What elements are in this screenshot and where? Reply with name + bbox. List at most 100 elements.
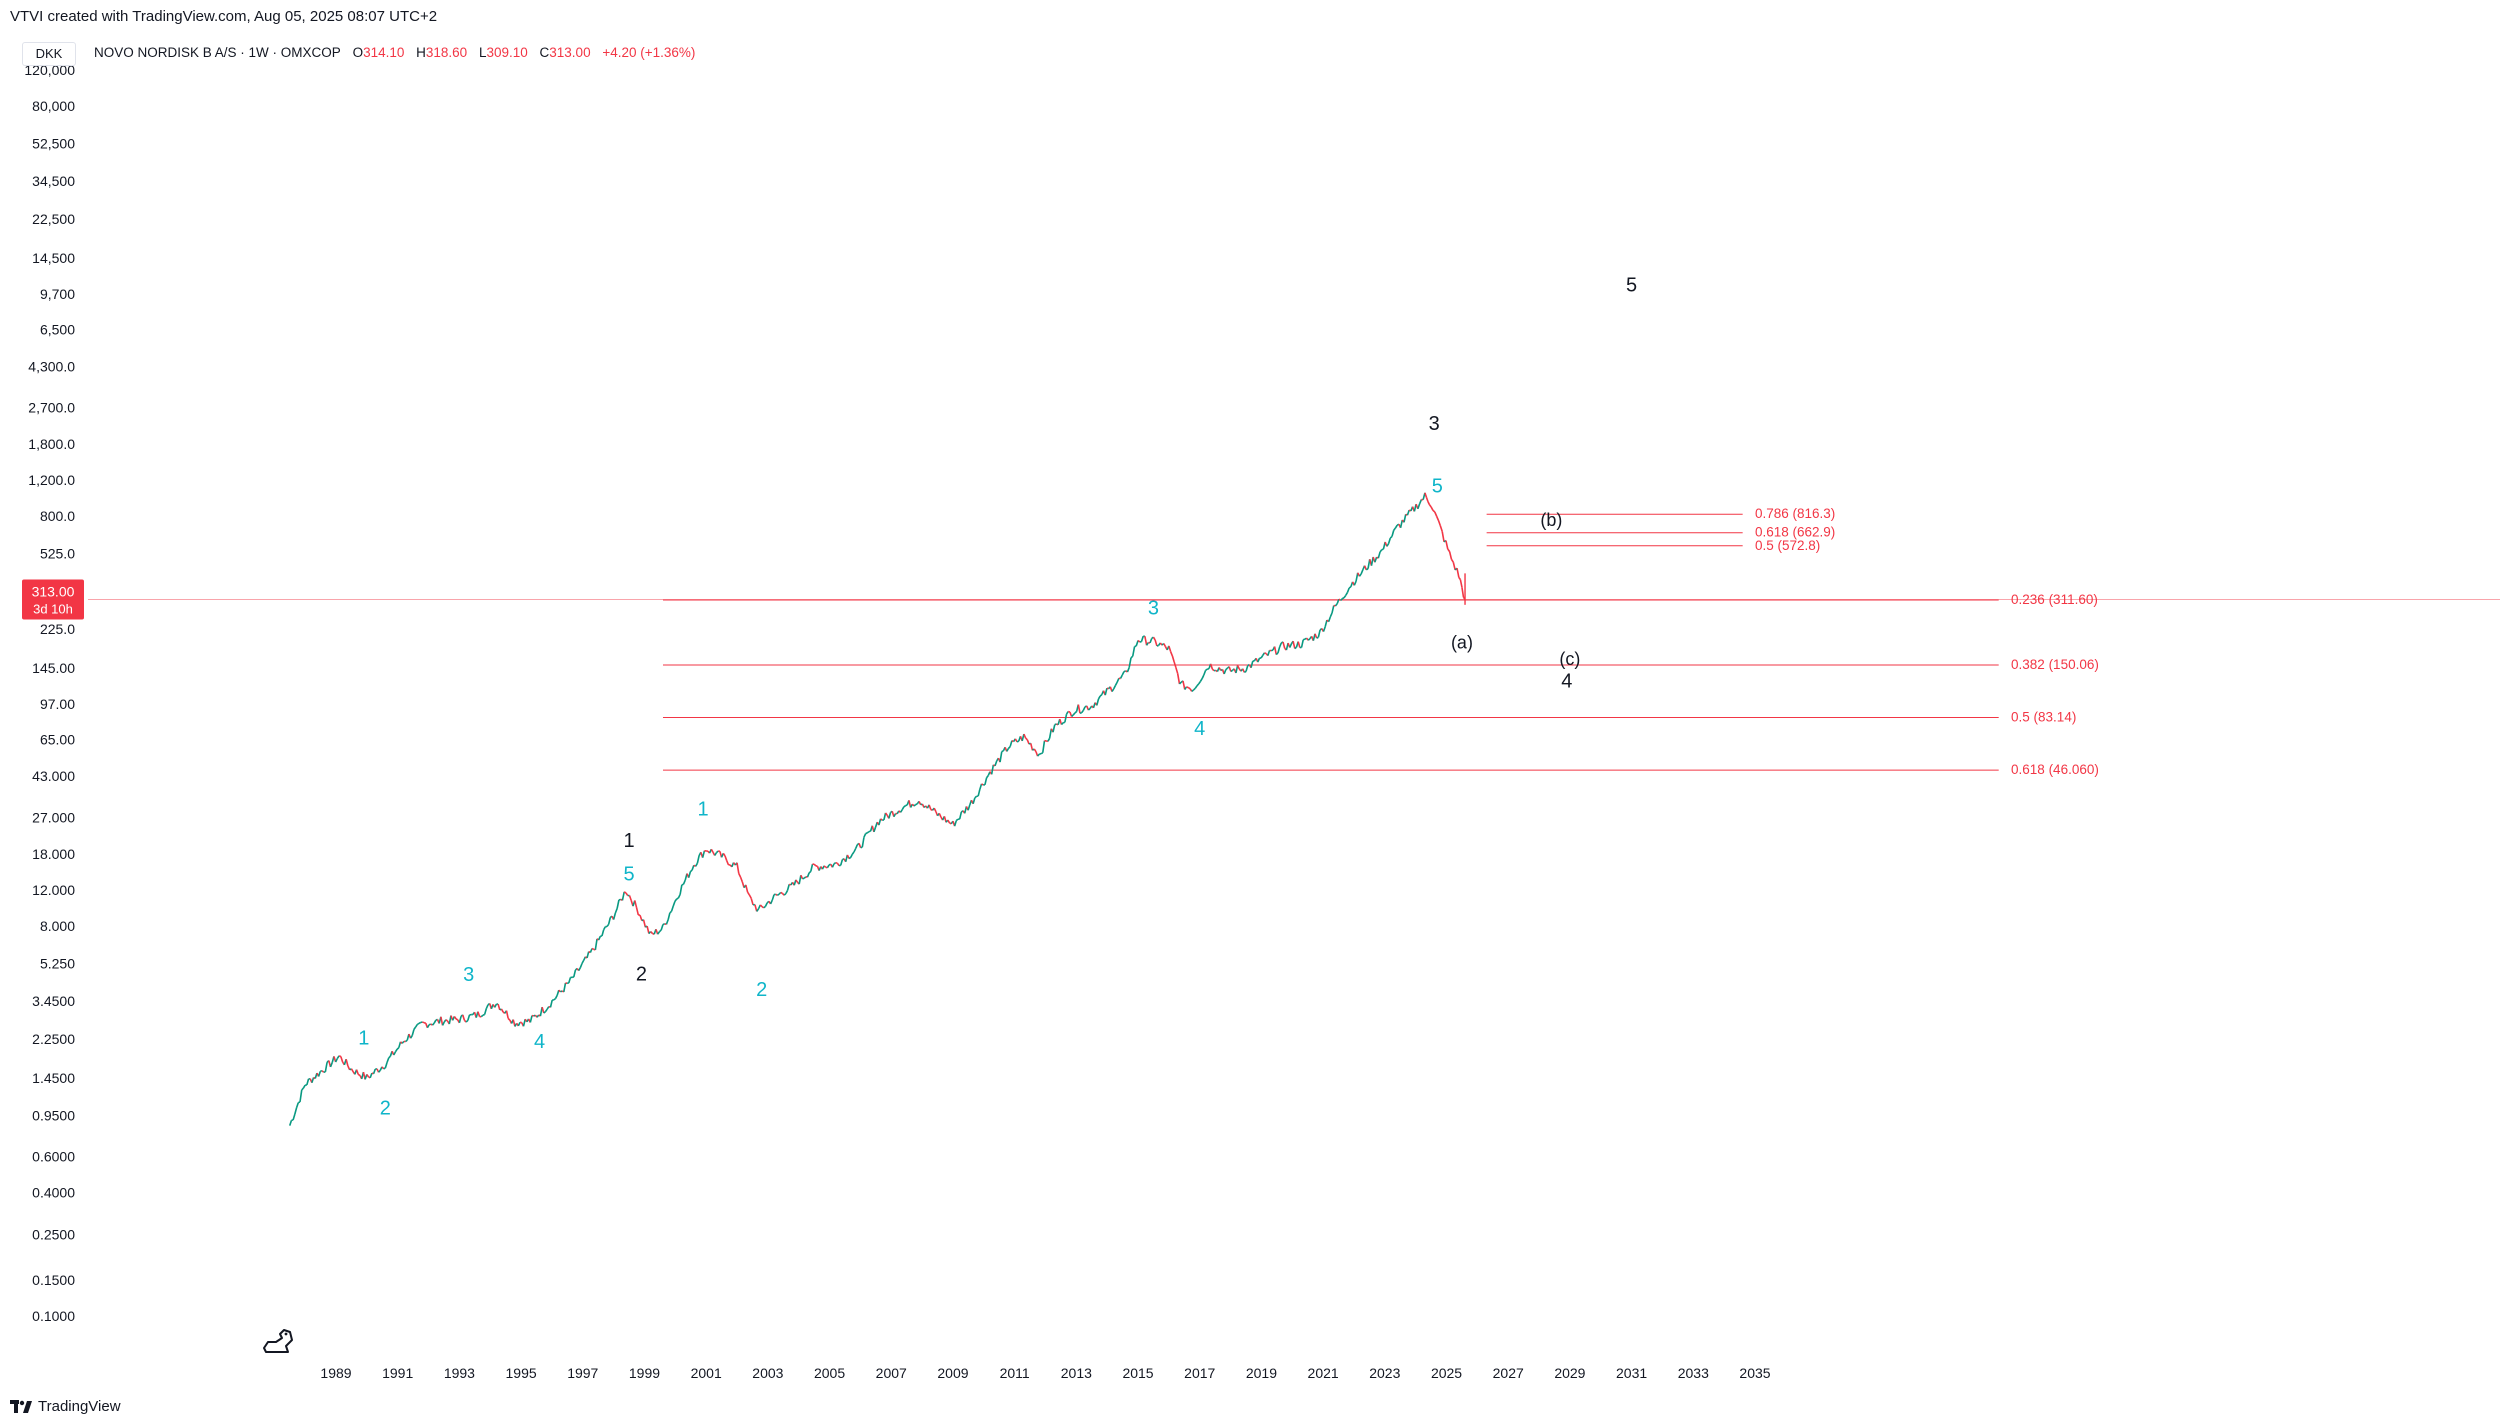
price-segment bbox=[461, 1014, 466, 1021]
wave-label[interactable]: 3 bbox=[463, 964, 474, 986]
wave-label[interactable]: 3 bbox=[1148, 597, 1159, 619]
time-tick-label: 1993 bbox=[444, 1365, 475, 1381]
price-segment bbox=[1144, 636, 1148, 646]
time-tick-label: 2003 bbox=[752, 1365, 783, 1381]
price-segment bbox=[602, 926, 607, 931]
price-segment bbox=[1307, 638, 1311, 641]
price-segment bbox=[372, 1068, 377, 1074]
price-axis[interactable]: 120,000 80,000 52,500 34,500 22,500 14,500 9,7… bbox=[24, 62, 75, 1324]
price-segment bbox=[1277, 646, 1281, 654]
wave-label[interactable]: 2 bbox=[756, 979, 767, 1001]
price-segment bbox=[560, 990, 563, 993]
wave-label[interactable]: 4 bbox=[1561, 671, 1572, 693]
price-segment bbox=[1071, 714, 1074, 718]
price-segment bbox=[1379, 549, 1383, 553]
fib-retracement[interactable]: 0.786 (816.3) 0.618 (662.9)0.5 (572.8) 0.2… bbox=[662, 506, 2099, 777]
price-segment bbox=[967, 804, 971, 811]
price-segment bbox=[1199, 678, 1203, 682]
price-segment bbox=[1441, 531, 1445, 543]
time-tick-label: 2029 bbox=[1554, 1365, 1585, 1381]
time-tick-label: 2031 bbox=[1616, 1365, 1647, 1381]
wave-label[interactable]: 4 bbox=[534, 1031, 545, 1053]
price-segment bbox=[1191, 689, 1195, 692]
price-tick-label: 22,500 bbox=[32, 211, 75, 227]
wave-label[interactable]: 2 bbox=[636, 963, 647, 985]
price-segment bbox=[1033, 748, 1037, 752]
price-segment bbox=[764, 902, 768, 907]
price-segment bbox=[1121, 671, 1125, 676]
price-segment bbox=[1353, 581, 1357, 586]
time-tick-label: 2035 bbox=[1739, 1365, 1770, 1381]
wave-label[interactable]: 1 bbox=[623, 830, 634, 852]
high-label: H bbox=[416, 45, 426, 60]
price-segment bbox=[839, 859, 844, 866]
price-segment bbox=[1048, 728, 1053, 739]
price-segment bbox=[1140, 636, 1144, 642]
price-segment bbox=[658, 929, 662, 933]
price-segment bbox=[366, 1073, 370, 1078]
price-segment bbox=[1009, 740, 1013, 747]
price-segment bbox=[405, 1039, 408, 1043]
price-tick-label: 2,700.0 bbox=[28, 400, 75, 416]
price-segment bbox=[1111, 688, 1115, 692]
price-segment bbox=[771, 894, 775, 901]
price-segment bbox=[1149, 638, 1153, 644]
price-segment bbox=[1458, 576, 1462, 581]
wave-label[interactable]: 5 bbox=[623, 864, 634, 886]
wave-label[interactable]: 5 bbox=[1626, 274, 1637, 296]
price-segment bbox=[634, 900, 638, 908]
price-segment bbox=[880, 818, 883, 821]
price-segment bbox=[355, 1069, 360, 1075]
price-segment bbox=[803, 876, 807, 879]
price-segment bbox=[701, 850, 706, 858]
tradingview-logo[interactable]: TradingView bbox=[10, 1398, 121, 1415]
price-segment bbox=[572, 969, 577, 978]
low-value: 309.10 bbox=[486, 45, 528, 60]
price-segment bbox=[1334, 603, 1338, 607]
price-segment bbox=[810, 863, 814, 872]
time-axis[interactable]: 1989 1991 1993 1995 1997 1999 2001 2003 2005 2007… bbox=[320, 1365, 1770, 1381]
wave-label[interactable]: (a) bbox=[1451, 633, 1473, 653]
fib-level-label: 0.618 (662.9) bbox=[1755, 525, 1835, 540]
price-segment bbox=[905, 804, 908, 807]
wave-label[interactable]: 1 bbox=[698, 798, 709, 820]
price-segment bbox=[409, 1035, 413, 1039]
price-segment bbox=[1452, 562, 1456, 571]
wave-label[interactable]: (c) bbox=[1559, 649, 1580, 669]
currency-selector[interactable]: DKK bbox=[22, 42, 76, 66]
price-segment bbox=[1016, 740, 1020, 743]
price-segment bbox=[1324, 619, 1328, 628]
price-segment bbox=[679, 884, 683, 895]
price-segment bbox=[294, 1107, 298, 1115]
price-segment bbox=[324, 1062, 328, 1073]
wave-label[interactable]: 4 bbox=[1194, 718, 1205, 740]
price-segment bbox=[618, 898, 621, 901]
symbol-name[interactable]: NOVO NORDISK B A/S · 1W · OMXCOP bbox=[94, 45, 341, 60]
wave-label[interactable]: 5 bbox=[1432, 475, 1443, 497]
price-segment bbox=[292, 1113, 296, 1121]
price-segment bbox=[1297, 641, 1301, 648]
wave-label[interactable]: 3 bbox=[1429, 413, 1440, 435]
price-segment bbox=[853, 848, 857, 853]
price-segment bbox=[1399, 519, 1404, 528]
price-segment bbox=[371, 1072, 374, 1075]
wave-label[interactable]: 1 bbox=[358, 1028, 369, 1050]
price-segment bbox=[999, 751, 1003, 763]
price-segment bbox=[306, 1078, 310, 1086]
symbol-legend[interactable]: NOVO NORDISK B A/S · 1W · OMXCOP O314.10… bbox=[94, 42, 695, 64]
price-segment bbox=[754, 904, 758, 912]
dino-icon[interactable] bbox=[263, 1329, 293, 1353]
price-tick-label: 8.000 bbox=[40, 918, 75, 934]
price-segment bbox=[1077, 704, 1081, 714]
price-segment bbox=[689, 869, 693, 873]
price-segment bbox=[761, 906, 765, 909]
wave-label[interactable]: (b) bbox=[1540, 510, 1562, 530]
wave-label[interactable]: 2 bbox=[380, 1098, 391, 1120]
price-tick-label: 18.000 bbox=[32, 846, 75, 862]
price-segment bbox=[1205, 668, 1208, 672]
price-tick-label: 34,500 bbox=[32, 173, 75, 189]
price-segment bbox=[1154, 639, 1158, 647]
price-segment bbox=[1011, 739, 1014, 743]
